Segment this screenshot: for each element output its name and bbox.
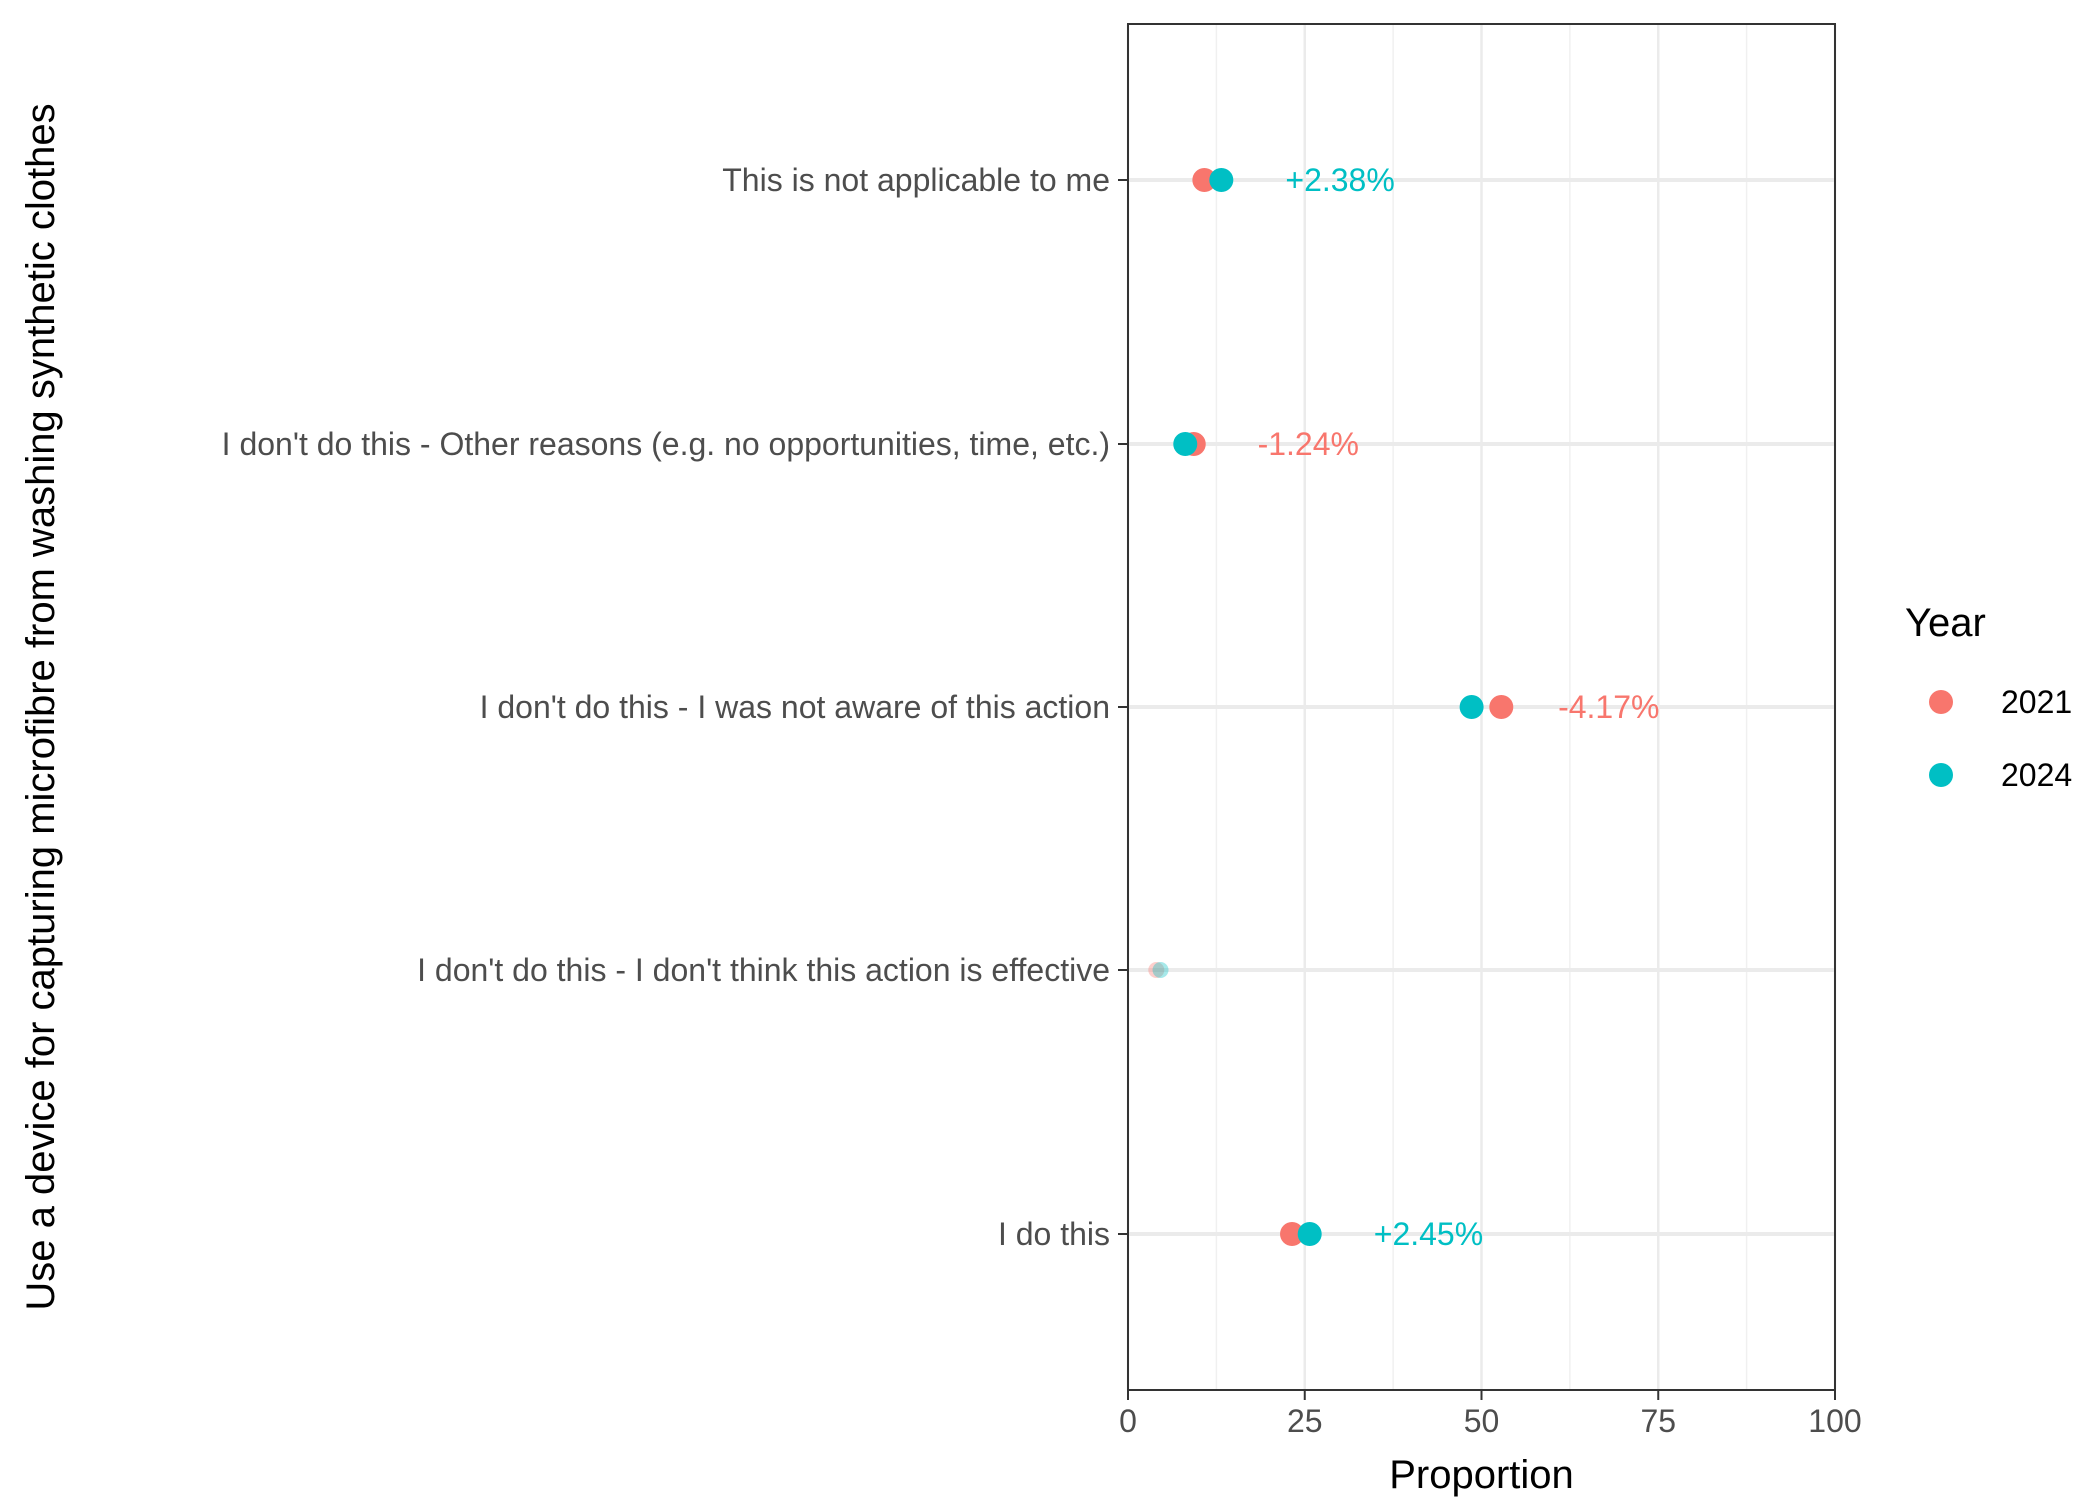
point-2024 [1152,962,1169,978]
y-tick-label: This is not applicable to me [722,162,1110,198]
difference-label: -4.17% [1558,689,1659,725]
point-2021 [1280,1222,1305,1246]
legend-title: Year [1905,601,1986,645]
legend: Year 2021 2024 [1905,601,2072,793]
y-tick-label: I don't do this - Other reasons (e.g. no… [222,426,1110,462]
y-tick-label: I don't do this - I was not aware of thi… [480,689,1110,725]
data-marks: +2.38% -1.24% -4.17% +2.45% [1148,162,1659,1252]
x-tick-label: 0 [1119,1403,1137,1439]
difference-label: +2.38% [1285,162,1394,198]
legend-key-2024 [1929,763,1953,787]
point-2024 [1209,168,1234,192]
point-2024 [1173,432,1198,456]
y-axis-title: Use a device for capturing microfibre fr… [19,103,63,1310]
legend-key-2021 [1929,690,1953,714]
point-2024 [1297,1222,1322,1246]
difference-label: +2.45% [1374,1216,1483,1252]
x-axis-title: Proportion [1389,1453,1574,1497]
axes: 0 25 50 75 100 This is not applicable to me I … [222,162,1862,1439]
point-2021 [1192,168,1217,192]
x-tick-label: 25 [1287,1403,1323,1439]
x-tick-label: 100 [1808,1403,1861,1439]
x-tick-label: 75 [1640,1403,1676,1439]
y-tick-label: I do this [998,1216,1110,1252]
legend-label: 2024 [2001,757,2072,793]
point-2021 [1148,962,1165,978]
x-tick-label: 50 [1464,1403,1500,1439]
point-2024 [1459,695,1484,719]
point-2021 [1489,695,1514,719]
difference-label: -1.24% [1258,426,1359,462]
y-tick-label: I don't do this - I don't think this act… [417,952,1110,988]
legend-label: 2021 [2001,684,2072,720]
